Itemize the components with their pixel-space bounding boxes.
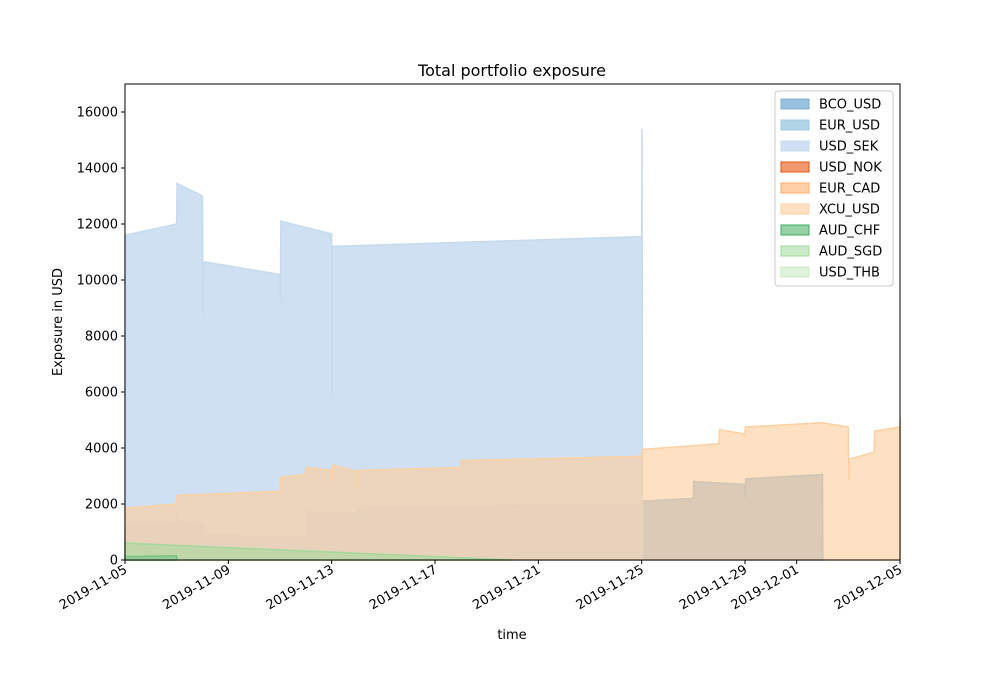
y-tick-label: 12000 <box>77 218 118 233</box>
legend-label: USD_THB <box>819 266 880 281</box>
legend-swatch <box>780 245 810 257</box>
legend-label: XCU_USD <box>819 203 880 218</box>
x-tick-label: 2019-11-25 <box>574 562 647 613</box>
x-tick-label: 2019-11-21 <box>470 562 543 613</box>
y-tick-label: 14000 <box>77 162 118 177</box>
legend-swatch <box>780 98 810 110</box>
x-tick-label: 2019-12-05 <box>832 562 905 613</box>
legend-label: BCO_USD <box>819 98 881 113</box>
legend-label: AUD_CHF <box>819 224 880 239</box>
legend-swatch <box>780 119 810 131</box>
legend-label: USD_NOK <box>819 161 882 176</box>
legend-swatch <box>780 266 810 278</box>
y-tick-label: 4000 <box>85 442 118 457</box>
legend-swatch <box>780 161 810 173</box>
x-tick-label: 2019-11-05 <box>57 562 130 613</box>
x-axis-label: time <box>497 628 526 643</box>
legend-swatch <box>780 203 810 215</box>
legend-label: EUR_CAD <box>819 182 880 197</box>
legend-label: USD_SEK <box>819 140 879 155</box>
y-axis-label: Exposure in USD <box>51 268 66 376</box>
series-area-usd-sek <box>124 128 644 561</box>
legend-label: EUR_USD <box>819 119 880 134</box>
y-tick-label: 10000 <box>77 274 118 289</box>
series-area-xcu-usd <box>124 417 902 561</box>
y-tick-label: 0 <box>110 554 118 569</box>
chart-title: Total portfolio exposure <box>417 61 606 80</box>
y-tick-label: 16000 <box>77 106 118 121</box>
legend-swatch <box>780 224 810 236</box>
x-tick-label: 2019-11-09 <box>160 562 233 613</box>
legend-label: AUD_SGD <box>819 245 882 260</box>
legend-swatch <box>780 182 810 194</box>
y-tick-label: 6000 <box>85 386 118 401</box>
x-tick-label: 2019-11-17 <box>367 562 440 613</box>
legend-swatch <box>780 140 810 152</box>
plot-area <box>124 128 902 561</box>
y-tick-label: 2000 <box>85 498 118 513</box>
legend-frame <box>774 90 894 287</box>
x-tick-label: 2019-11-13 <box>264 562 337 613</box>
y-tick-label: 8000 <box>85 330 118 345</box>
legend: BCO_USD EUR_USD USD_SEK USD_NOK EUR_CAD XCU_U… <box>774 90 894 287</box>
plot-frame <box>124 83 901 561</box>
